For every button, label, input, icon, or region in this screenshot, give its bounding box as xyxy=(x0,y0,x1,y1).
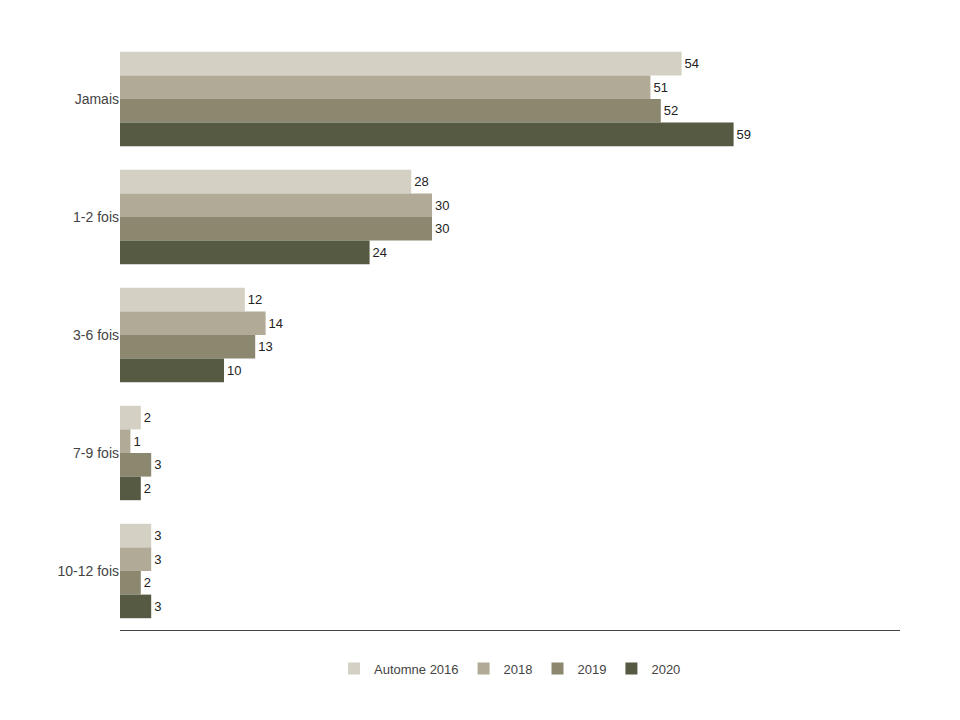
svg-text:3: 3 xyxy=(154,528,161,543)
svg-text:54: 54 xyxy=(685,56,699,71)
svg-text:3: 3 xyxy=(154,552,161,567)
svg-text:2020: 2020 xyxy=(651,662,680,677)
svg-text:Jamais: Jamais xyxy=(75,91,119,107)
svg-text:10-12 fois: 10-12 fois xyxy=(58,563,119,579)
svg-text:24: 24 xyxy=(373,245,387,260)
svg-text:52: 52 xyxy=(664,103,678,118)
svg-text:2018: 2018 xyxy=(504,662,533,677)
svg-text:3: 3 xyxy=(154,457,161,472)
svg-text:3: 3 xyxy=(154,599,161,614)
svg-text:2: 2 xyxy=(144,410,151,425)
svg-text:30: 30 xyxy=(435,221,449,236)
svg-text:1: 1 xyxy=(133,434,140,449)
svg-text:2: 2 xyxy=(144,481,151,496)
svg-text:Automne 2016: Automne 2016 xyxy=(374,662,459,677)
svg-text:59: 59 xyxy=(737,127,751,142)
svg-text:7-9 fois: 7-9 fois xyxy=(73,445,119,461)
svg-text:13: 13 xyxy=(258,339,272,354)
svg-text:51: 51 xyxy=(653,80,667,95)
svg-text:3-6 fois: 3-6 fois xyxy=(73,327,119,343)
svg-text:2: 2 xyxy=(144,575,151,590)
svg-text:30: 30 xyxy=(435,198,449,213)
svg-text:12: 12 xyxy=(248,292,262,307)
svg-text:14: 14 xyxy=(269,316,283,331)
svg-text:2019: 2019 xyxy=(578,662,607,677)
svg-text:28: 28 xyxy=(414,174,428,189)
svg-text:1-2 fois: 1-2 fois xyxy=(73,209,119,225)
svg-text:10: 10 xyxy=(227,363,241,378)
